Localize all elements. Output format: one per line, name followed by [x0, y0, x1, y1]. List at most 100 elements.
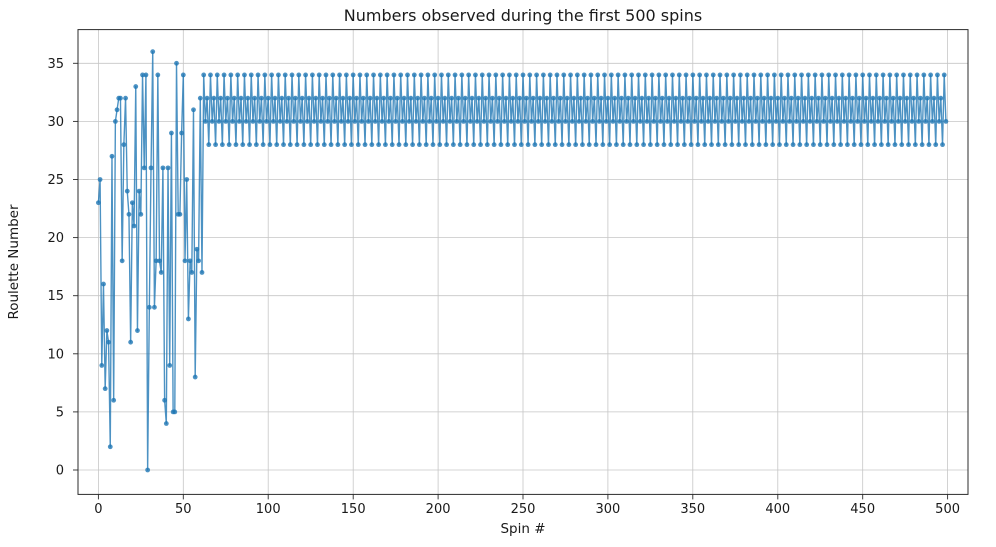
data-point — [496, 95, 502, 101]
data-point — [512, 142, 517, 148]
x-tick-label: 500 — [935, 502, 960, 517]
data-point — [330, 72, 336, 78]
data-point — [848, 119, 854, 124]
data-point — [530, 95, 536, 101]
data-point — [274, 142, 280, 148]
data-point — [788, 95, 794, 101]
data-point — [377, 72, 383, 78]
data-point — [306, 95, 312, 101]
data-point — [440, 119, 446, 124]
data-point — [357, 72, 363, 78]
data-point — [867, 72, 872, 78]
data-point — [211, 95, 217, 101]
data-point — [129, 200, 135, 206]
data-point — [773, 119, 779, 124]
data-point — [389, 142, 395, 148]
data-point — [680, 95, 686, 101]
data-point — [272, 95, 278, 101]
data-point — [732, 119, 738, 124]
data-point — [546, 142, 551, 148]
data-point — [794, 119, 799, 124]
data-point — [532, 142, 538, 148]
data-point — [602, 72, 607, 78]
data-point — [267, 142, 273, 148]
data-point — [270, 119, 276, 124]
data-point — [186, 316, 191, 322]
data-point — [588, 72, 594, 78]
data-point — [738, 72, 743, 78]
data-point — [119, 258, 125, 264]
data-point — [529, 119, 534, 124]
data-point — [761, 95, 767, 101]
data-point — [160, 165, 166, 171]
x-tick-label: 50 — [175, 502, 192, 517]
data-point — [303, 72, 308, 78]
data-point — [423, 142, 429, 148]
data-point — [478, 142, 483, 148]
data-point — [311, 119, 317, 124]
data-point — [394, 95, 400, 101]
data-point — [406, 119, 412, 124]
data-point — [228, 72, 234, 78]
data-point — [651, 119, 657, 124]
data-point — [712, 119, 718, 124]
data-point — [838, 142, 844, 148]
data-point — [707, 95, 713, 101]
data-point — [780, 119, 786, 124]
x-tick-label: 300 — [595, 502, 620, 517]
data-point — [102, 386, 108, 392]
data-point — [427, 119, 432, 124]
data-point — [131, 223, 137, 229]
data-point — [744, 72, 750, 78]
data-point — [360, 95, 366, 101]
tick-labels: 0 50 100 150 200 250 300 350 400 450 500 0 5 10 15 20 25… — [47, 57, 960, 517]
data-point — [766, 119, 772, 124]
data-point — [192, 374, 198, 380]
data-point — [568, 72, 573, 78]
data-point — [379, 119, 385, 124]
data-point — [522, 119, 528, 124]
data-point — [916, 119, 922, 124]
data-point — [445, 72, 451, 78]
data-point — [238, 95, 244, 101]
data-point — [670, 72, 675, 78]
data-point — [845, 142, 850, 148]
data-point — [179, 130, 185, 136]
data-point — [727, 95, 733, 101]
data-point — [447, 119, 453, 124]
data-point — [544, 95, 550, 101]
y-tick-label: 20 — [47, 231, 64, 246]
data-point — [540, 72, 546, 78]
data-point — [901, 72, 906, 78]
data-point — [296, 72, 302, 78]
data-point — [326, 95, 332, 101]
data-point — [569, 119, 575, 124]
data-point — [298, 119, 303, 124]
data-point — [911, 95, 917, 101]
data-point — [839, 72, 845, 78]
data-point — [213, 142, 218, 148]
data-point — [890, 95, 896, 101]
data-point — [644, 119, 650, 124]
data-point — [342, 142, 348, 148]
data-point — [464, 142, 470, 148]
data-point — [607, 142, 613, 148]
data-point — [661, 142, 667, 148]
data-point — [673, 95, 679, 101]
data-point — [284, 119, 290, 124]
data-point — [123, 95, 128, 101]
data-point — [101, 281, 106, 287]
data-point — [797, 142, 803, 148]
data-point — [629, 72, 635, 78]
data-point — [811, 142, 816, 148]
data-point — [790, 142, 796, 148]
data-point — [807, 119, 813, 124]
data-point — [255, 72, 261, 78]
data-point — [547, 72, 553, 78]
data-point — [513, 72, 519, 78]
data-point — [863, 95, 869, 101]
data-point — [145, 467, 151, 473]
data-point — [474, 119, 480, 124]
data-point — [418, 72, 424, 78]
